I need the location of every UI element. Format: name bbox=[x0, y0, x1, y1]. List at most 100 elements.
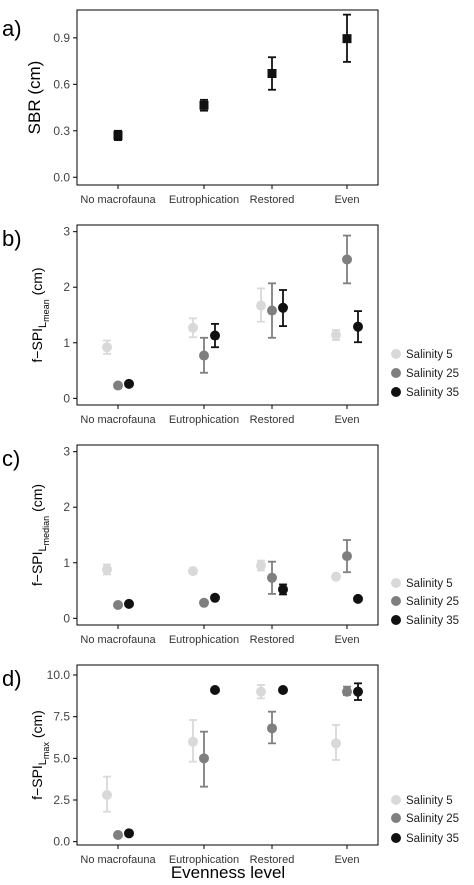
panel-2: b) 0 1 2 3 No macrofauna Eutrophication Restore… bbox=[2, 224, 459, 426]
data-point bbox=[353, 686, 363, 697]
legend-marker bbox=[391, 813, 401, 823]
y-tick-label: 10.0 bbox=[47, 668, 71, 682]
x-tick-label: Even bbox=[334, 414, 359, 426]
y-tick-label: 3 bbox=[63, 225, 70, 239]
y-tick-label: 0.3 bbox=[53, 124, 70, 138]
x-tick-label: Even bbox=[334, 854, 359, 866]
data-point bbox=[278, 302, 288, 313]
legend-label: Salinity 25 bbox=[406, 368, 459, 380]
data-point bbox=[256, 560, 266, 571]
y-tick-label: 0.6 bbox=[53, 77, 70, 91]
panel-4: d) 0.0 2.5 5.0 7.5 10.0 No macrofauna Eutrophic… bbox=[2, 664, 459, 866]
legend-marker bbox=[391, 833, 401, 843]
data-point bbox=[188, 736, 198, 747]
y-tick-label: 0 bbox=[63, 611, 70, 625]
data-point bbox=[353, 321, 363, 332]
data-point bbox=[188, 566, 198, 577]
plot-frame bbox=[76, 664, 379, 846]
x-axis-title: Evenness level bbox=[171, 863, 285, 882]
y-tick-label: 1 bbox=[63, 556, 70, 570]
legend-marker bbox=[391, 387, 401, 397]
data-point bbox=[188, 322, 198, 333]
x-tick-label: Eutrophication bbox=[169, 194, 239, 206]
data-point bbox=[342, 254, 352, 265]
data-point bbox=[342, 551, 352, 562]
data-point bbox=[267, 723, 277, 734]
x-tick-label: No macrofauna bbox=[80, 854, 156, 866]
data-point bbox=[199, 597, 209, 608]
plot-frame bbox=[76, 9, 379, 186]
legend-marker bbox=[391, 615, 401, 625]
data-point bbox=[210, 685, 220, 695]
data-point bbox=[124, 378, 134, 389]
data-point bbox=[113, 600, 123, 610]
panel-label: d) bbox=[2, 666, 22, 691]
x-tick-label: No macrofauna bbox=[80, 634, 156, 646]
x-tick-label: Eutrophication bbox=[169, 854, 239, 866]
data-point bbox=[210, 330, 220, 341]
y-tick-label: 1 bbox=[63, 336, 70, 350]
panel-3: c) 0 1 2 3 No macrofauna Eutrophication Restore… bbox=[2, 444, 459, 646]
y-tick-label: 5.0 bbox=[53, 751, 70, 765]
x-tick-label: Eutrophication bbox=[169, 634, 239, 646]
y-tick-label: 0.0 bbox=[53, 170, 70, 184]
y-tick-label: 2 bbox=[63, 500, 70, 514]
x-tick-label: Even bbox=[334, 194, 359, 206]
data-point bbox=[331, 571, 341, 582]
panel-label: b) bbox=[2, 226, 22, 251]
y-axis-label: f−SPILmax (cm) bbox=[29, 710, 51, 800]
legend-label: Salinity 35 bbox=[406, 833, 459, 845]
legend-label: Salinity 5 bbox=[406, 578, 453, 590]
panel-label: a) bbox=[2, 16, 22, 41]
y-tick-label: 3 bbox=[63, 445, 70, 459]
data-point bbox=[256, 686, 266, 697]
x-tick-label: Restored bbox=[250, 194, 295, 206]
data-point bbox=[124, 828, 134, 839]
legend-marker bbox=[391, 578, 401, 588]
panel-1: a) 0.0 0.3 0.6 0.9 No macrofauna Eutrophicatio… bbox=[2, 9, 379, 206]
data-point bbox=[267, 68, 277, 78]
x-tick-label: Even bbox=[334, 634, 359, 646]
data-point bbox=[256, 300, 266, 311]
data-point bbox=[278, 584, 288, 595]
data-point bbox=[113, 830, 123, 840]
x-tick-label: No macrofauna bbox=[80, 194, 156, 206]
y-tick-label: 0 bbox=[63, 391, 70, 405]
legend-marker bbox=[391, 596, 401, 606]
x-tick-label: Restored bbox=[250, 634, 295, 646]
y-tick-label: 2 bbox=[63, 280, 70, 294]
data-point bbox=[199, 100, 209, 110]
legend-marker bbox=[391, 368, 401, 378]
data-point bbox=[113, 380, 123, 391]
y-axis-label: f−SPILmedian (cm) bbox=[29, 484, 51, 586]
x-tick-label: Restored bbox=[250, 414, 295, 426]
data-point bbox=[267, 572, 277, 583]
data-point bbox=[267, 305, 277, 316]
legend-label: Salinity 25 bbox=[406, 813, 459, 825]
data-point bbox=[342, 686, 352, 697]
panel-label: c) bbox=[2, 446, 20, 471]
legend-label: Salinity 5 bbox=[406, 795, 453, 807]
data-point bbox=[278, 685, 288, 695]
data-point bbox=[102, 564, 112, 575]
legend-marker bbox=[391, 795, 401, 805]
x-tick-label: No macrofauna bbox=[80, 414, 156, 426]
y-axis-label: f−SPILmean (cm) bbox=[29, 267, 51, 362]
legend-label: Salinity 35 bbox=[406, 615, 459, 627]
data-point bbox=[102, 342, 112, 353]
data-point bbox=[113, 130, 123, 140]
data-point bbox=[102, 790, 112, 800]
data-point bbox=[331, 330, 341, 340]
legend-marker bbox=[391, 349, 401, 359]
legend-label: Salinity 35 bbox=[406, 387, 459, 399]
data-point bbox=[199, 350, 209, 361]
plot-frame bbox=[76, 444, 379, 626]
data-point bbox=[124, 598, 134, 609]
x-tick-label: Eutrophication bbox=[169, 414, 239, 426]
data-point bbox=[331, 738, 341, 749]
data-point bbox=[210, 592, 220, 603]
y-tick-label: 2.5 bbox=[53, 793, 70, 807]
legend-label: Salinity 5 bbox=[406, 349, 453, 361]
y-tick-label: 7.5 bbox=[53, 710, 70, 724]
